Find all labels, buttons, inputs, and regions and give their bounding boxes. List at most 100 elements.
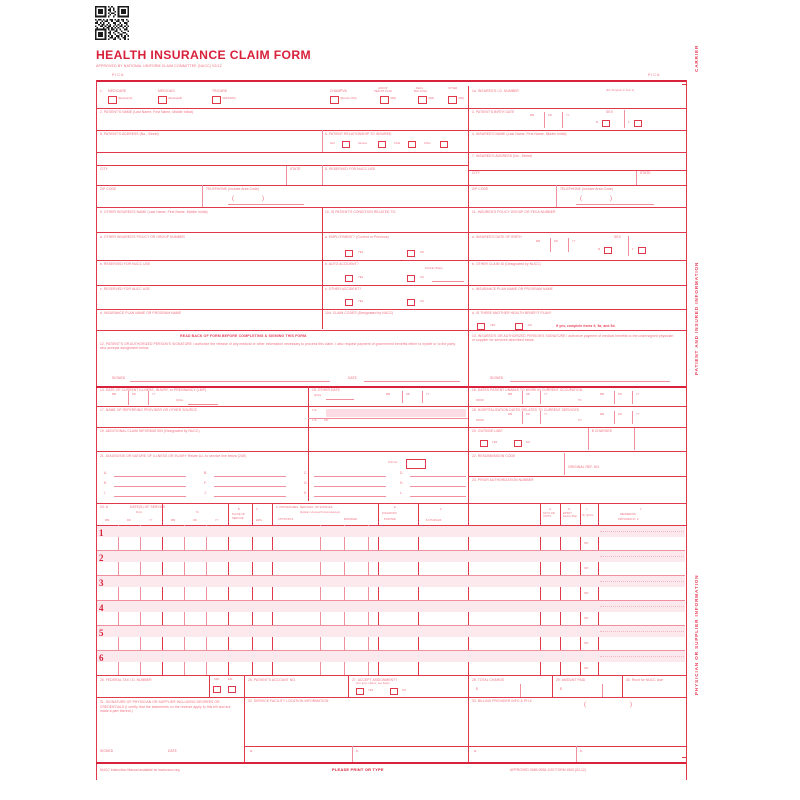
box14-label: 14. DATE OF CURRENT ILLNESS, INJURY, or … xyxy=(100,388,207,392)
box12-date-label: DATE xyxy=(348,376,357,380)
row11-bottom-rule xyxy=(96,406,686,407)
box21-icd-indicator[interactable] xyxy=(406,459,426,469)
service-row-5-number: 5 xyxy=(99,628,104,638)
box10a-checkbox-no[interactable] xyxy=(407,250,415,257)
box1-checkbox-feca[interactable] xyxy=(418,96,427,104)
service-row-1-npi: NPI xyxy=(584,542,589,545)
box24-rendering: RENDERING xyxy=(620,513,636,516)
box16-from-yy: YY xyxy=(544,393,548,396)
row9-bottom-rule xyxy=(96,309,686,310)
footer-center: PLEASE PRINT OR TYPE xyxy=(332,767,384,772)
box11a-checkbox-female[interactable] xyxy=(638,247,646,254)
page-subtitle: APPROVED BY NATIONAL UNIFORM CLAIM COMMI… xyxy=(96,64,222,68)
box9a-label: a. OTHER INSURED'S POLICY OR GROUP NUMBE… xyxy=(100,235,185,239)
box25-checkbox-ssn[interactable] xyxy=(213,686,221,693)
box9-label: 9. OTHER INSURED'S NAME (Last Name, Firs… xyxy=(100,210,208,214)
box6-checkbox-self[interactable] xyxy=(342,141,350,148)
box24-col-g: G. xyxy=(549,508,552,511)
box16-from-label: FROM xyxy=(476,399,484,402)
box24-col-e: E. xyxy=(394,506,397,509)
box18-from-dd: DD xyxy=(526,413,530,416)
box12-signed-label: SIGNED xyxy=(112,376,126,380)
service-row-4-rule xyxy=(97,625,685,626)
box20-checkbox-yes[interactable] xyxy=(480,440,488,447)
box3-mm: MM xyxy=(530,114,535,117)
box3-m-label: M xyxy=(596,121,599,124)
box24-idqual: ID. QUAL. xyxy=(582,514,595,517)
box6-label: 6. PATIENT RELATIONSHIP TO INSURED xyxy=(325,132,392,136)
box3-yy: YY xyxy=(566,114,570,117)
box14-qual: QUAL. xyxy=(176,399,185,402)
box22-original-label: ORIGINAL REF. NO. xyxy=(568,465,601,469)
box31-label: 31. SIGNATURE OF PHYSICIAN OR SUPPLIER I… xyxy=(100,700,231,714)
box13-signed-label: SIGNED xyxy=(490,376,504,380)
box24-to-mm: MM xyxy=(171,519,176,522)
box3-checkbox-male[interactable] xyxy=(602,120,610,127)
box1-opt0-sub: (Medicare#) xyxy=(118,97,133,100)
box25-checkbox-ein[interactable] xyxy=(228,686,236,693)
box23-label: 23. PRIOR AUTHORIZATION NUMBER xyxy=(472,478,534,482)
box1-opt3-sub: (Member ID#) xyxy=(340,97,357,100)
box18-from-mm: MM xyxy=(508,413,513,416)
box14-yy: YY xyxy=(152,393,156,396)
box16-to-mm: MM xyxy=(600,393,605,396)
box11d-checkbox-no[interactable] xyxy=(515,323,523,330)
frame-right-rule xyxy=(686,80,687,780)
box10c-checkbox-yes[interactable] xyxy=(345,299,353,306)
box32-b-label: b. xyxy=(356,749,359,753)
box17b-npi: NPI xyxy=(324,419,329,422)
box1-opt6-label: OTHER xyxy=(448,87,458,90)
box24-from-mm: MM xyxy=(105,519,110,522)
service-row-6-shade xyxy=(97,651,685,662)
box16-from-mm: MM xyxy=(508,393,513,396)
box20-checkbox-no[interactable] xyxy=(514,440,522,447)
box10b-checkbox-no[interactable] xyxy=(407,275,415,282)
box6-checkbox-other[interactable] xyxy=(440,141,448,148)
box30-label: 30. Rsvd for NUCC Use xyxy=(626,678,664,682)
box24-dates-header: DATE(S) OF SERVICE xyxy=(130,505,166,509)
box1-checkbox-champva[interactable] xyxy=(330,96,339,104)
box5-zip-label: ZIP CODE xyxy=(100,187,117,191)
row2-bottom-rule xyxy=(96,130,686,131)
box6-checkbox-spouse[interactable] xyxy=(378,141,386,148)
box24-col-j: J. xyxy=(640,508,643,511)
box1-checkbox-tricare[interactable] xyxy=(212,96,221,104)
box27-checkbox-no[interactable] xyxy=(390,688,398,695)
box18-to-yy: YY xyxy=(636,413,640,416)
box21-letter-b: B. xyxy=(204,471,208,475)
box1-checkbox-medicaid[interactable] xyxy=(158,96,167,104)
box18-to-mm: MM xyxy=(600,413,605,416)
box5-address-rule xyxy=(96,165,468,166)
box11d-checkbox-yes[interactable] xyxy=(477,323,485,330)
box25-ssn-label: SSN xyxy=(214,678,220,681)
box14-dd: DD xyxy=(132,393,136,396)
row10-bottom-rule xyxy=(96,330,686,331)
box17a-label: 17a. xyxy=(312,409,318,412)
box11a-checkbox-male[interactable] xyxy=(604,247,612,254)
box10b-checkbox-yes[interactable] xyxy=(345,275,353,282)
box3-checkbox-female[interactable] xyxy=(634,120,642,127)
box24-from-header: From xyxy=(136,511,143,514)
box27-yes: YES xyxy=(368,689,374,692)
box1-checkbox-other[interactable] xyxy=(448,96,457,104)
box16-to-yy: YY xyxy=(636,393,640,396)
paper-sheet xyxy=(78,0,718,800)
box10a-label: a. EMPLOYMENT? (Current or Previous) xyxy=(325,235,389,239)
box1-checkbox-medicare[interactable] xyxy=(108,96,117,104)
box10c-checkbox-no[interactable] xyxy=(407,299,415,306)
service-row-5-shade xyxy=(97,626,685,637)
box33-b-label: b. xyxy=(580,749,583,753)
box6-checkbox-child[interactable] xyxy=(408,141,416,148)
section-divider-rule xyxy=(96,386,686,388)
box20-no: NO xyxy=(526,441,530,444)
box27-checkbox-yes[interactable] xyxy=(356,688,364,695)
box10a-checkbox-yes[interactable] xyxy=(345,250,353,257)
box24-to-yy: YY xyxy=(215,519,219,522)
service-row-4-number: 4 xyxy=(99,603,104,613)
box1a-hint: (For Program in Item 1) xyxy=(606,89,635,92)
box11a-m: M xyxy=(598,248,601,251)
box21-letter-k: K. xyxy=(304,491,308,495)
box1-opt6-sub: (ID#) xyxy=(458,97,465,100)
box4-label: 4. INSURED'S NAME (Last Name, First Name… xyxy=(472,132,567,136)
box1-checkbox-group[interactable] xyxy=(380,96,389,104)
